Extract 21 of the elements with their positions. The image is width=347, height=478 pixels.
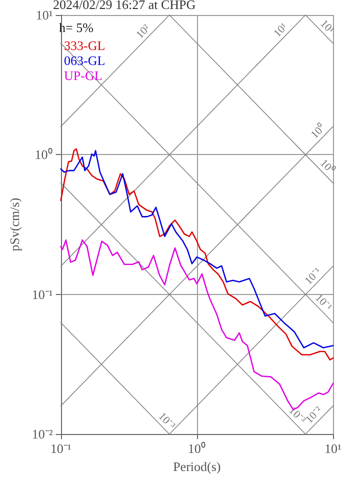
- x-axis-title: Period(s): [173, 459, 221, 474]
- x-tick-label: 10⁻¹: [50, 441, 72, 456]
- text: 063-GL: [64, 53, 106, 68]
- chart-title: 2024/02/29 16:27 at CHPG: [53, 0, 196, 12]
- annotation: 10⁰: [308, 121, 328, 142]
- annotation: 10¹: [318, 18, 336, 36]
- annotation: 10⁻¹: [312, 292, 334, 314]
- annotation: 10⁻³: [156, 410, 178, 432]
- x-tick-label: 10¹: [324, 441, 342, 456]
- y-tick-label: 10⁻²: [32, 426, 53, 442]
- text: 333-GL: [64, 38, 106, 53]
- annotation: 10⁰: [317, 156, 338, 176]
- annotation: 10⁻¹: [302, 266, 324, 288]
- annotation: 10²: [134, 22, 154, 42]
- y-tick-label: 10⁰: [34, 147, 53, 162]
- y-tick-label: 10¹: [36, 8, 53, 22]
- y-axis-title: pSv(cm/s): [7, 198, 22, 252]
- x-tick-label: 10⁰: [188, 441, 206, 456]
- text: UP-GL: [64, 68, 102, 83]
- y-tick-label: 10⁻¹: [32, 286, 53, 302]
- annotation: 10¹: [272, 21, 290, 40]
